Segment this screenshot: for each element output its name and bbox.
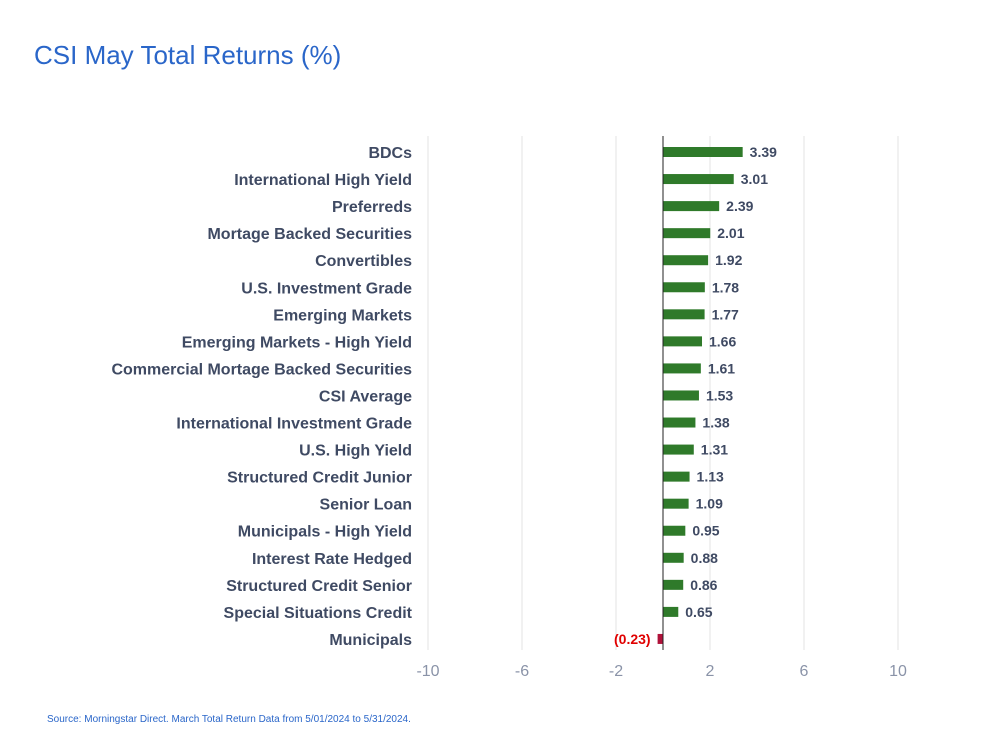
x-tick-label: -2 (609, 663, 623, 680)
data-label: 0.95 (692, 523, 719, 539)
data-label: 3.01 (741, 171, 768, 187)
data-label: 1.77 (712, 306, 739, 322)
category-label: U.S. Investment Grade (241, 280, 412, 297)
bar (663, 471, 690, 482)
category-label: Convertibles (315, 253, 412, 270)
category-label: BDCs (368, 145, 412, 162)
bar (663, 579, 684, 590)
data-label: 1.13 (697, 469, 724, 485)
bar (663, 444, 694, 455)
bar (663, 201, 720, 212)
category-label: International Investment Grade (176, 416, 412, 433)
category-label: Special Situations Credit (224, 605, 413, 622)
data-label: (0.23) (614, 631, 651, 647)
value-labels: 3.39 3.01 2.39 2.01 1.92 1.78 1.77 1.66 1.61 1.53… (614, 144, 777, 647)
data-label: 1.92 (715, 252, 742, 268)
bar (663, 228, 711, 239)
source-note: Source: Morningstar Direct. March Total … (47, 714, 411, 725)
bar (663, 498, 689, 509)
bar (663, 255, 709, 266)
bar (663, 606, 679, 617)
category-label: Emerging Markets - High Yield (182, 334, 412, 351)
data-label: 2.39 (726, 198, 753, 214)
category-label: Preferreds (332, 199, 412, 216)
bar (663, 309, 705, 320)
bar (663, 174, 734, 185)
category-label: Senior Loan (320, 497, 412, 514)
category-label: Commercial Mortage Backed Securities (111, 361, 412, 378)
bar (663, 525, 686, 536)
category-label: Interest Rate Hedged (252, 551, 412, 568)
bar (663, 417, 696, 428)
data-label: 1.38 (702, 415, 729, 431)
bar (663, 363, 701, 374)
chart-title: CSI May Total Returns (%) (34, 40, 342, 70)
data-label: 1.31 (701, 442, 728, 458)
x-tick-label: -10 (416, 663, 439, 680)
category-label: Structured Credit Junior (227, 470, 412, 487)
x-tick-label: -6 (515, 663, 529, 680)
data-label: 1.78 (712, 279, 739, 295)
bar (663, 552, 684, 563)
data-label: 0.65 (685, 604, 712, 620)
category-label: Municipals (329, 632, 412, 649)
category-label: International High Yield (234, 172, 412, 189)
data-label: 1.66 (709, 333, 736, 349)
data-label: 1.61 (708, 360, 735, 376)
x-tick-label: 10 (889, 663, 907, 680)
x-tick-labels: -10 -6 -2 2 6 10 (416, 663, 907, 680)
gridlines (427, 136, 899, 650)
category-label: Structured Credit Senior (226, 578, 412, 595)
bar (663, 336, 703, 347)
category-labels: BDCs International High Yield Preferreds Mo… (111, 145, 412, 649)
category-label: Municipals - High Yield (238, 524, 412, 541)
bars (657, 147, 743, 644)
category-label: U.S. High Yield (299, 443, 412, 460)
data-label: 0.88 (691, 550, 718, 566)
data-label: 1.53 (706, 387, 733, 403)
data-label: 3.39 (750, 144, 777, 160)
category-label: CSI Average (319, 388, 412, 405)
x-tick-label: 6 (800, 663, 809, 680)
data-label: 0.86 (690, 577, 717, 593)
category-label: Mortage Backed Securities (207, 226, 412, 243)
bar (663, 147, 743, 157)
x-tick-label: 2 (706, 663, 715, 680)
bar (657, 633, 663, 644)
bar (663, 282, 705, 293)
data-label: 1.09 (696, 496, 723, 512)
category-label: Emerging Markets (273, 307, 412, 324)
data-label: 2.01 (717, 225, 744, 241)
bar (663, 390, 699, 401)
